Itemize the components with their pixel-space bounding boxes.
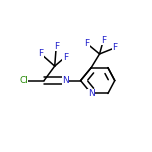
Text: F: F — [112, 43, 117, 52]
Text: F: F — [63, 52, 68, 62]
Text: N: N — [62, 76, 69, 85]
Text: Cl: Cl — [19, 76, 28, 85]
Text: F: F — [101, 36, 106, 45]
Text: F: F — [84, 39, 89, 48]
Text: F: F — [54, 42, 59, 51]
Text: N: N — [88, 89, 95, 98]
Text: F: F — [38, 49, 44, 59]
